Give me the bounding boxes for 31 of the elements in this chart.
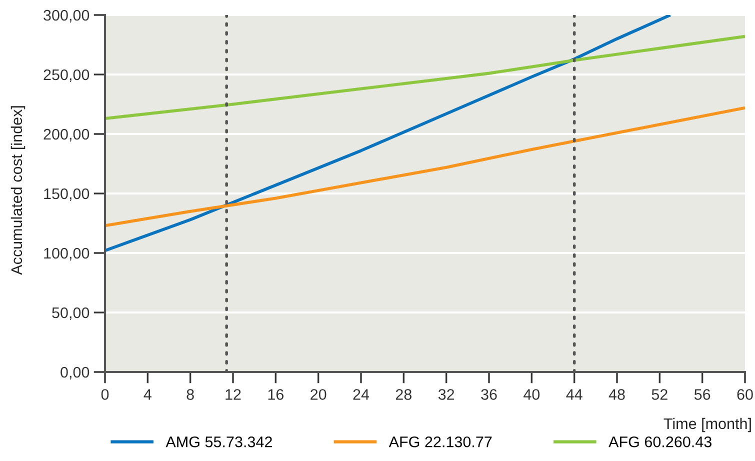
x-tick-label: 56 [694, 389, 710, 400]
x-tick-label: 40 [524, 389, 540, 400]
x-tick-label: 0 [101, 389, 109, 400]
line-series [105, 15, 672, 252]
x-tick-label: 44 [566, 389, 582, 400]
y-axis-title: Accumulated cost [index] [10, 106, 26, 275]
y-tick-label: 150,00 [44, 188, 90, 201]
x-axis-title: Time [month] [664, 418, 751, 432]
x-tick-label: 8 [186, 389, 194, 400]
x-tick-label: 36 [481, 389, 497, 400]
x-tick-label: 12 [226, 389, 241, 400]
y-tick-label: 200,00 [44, 128, 90, 142]
x-tick-label: 60 [737, 389, 753, 400]
legend-label: AMG 55.73.342 [166, 436, 272, 448]
x-tick-label: 24 [353, 389, 370, 400]
line-series [105, 34, 745, 120]
legend-label: AFG 22.130.77 [388, 436, 492, 448]
line-series [105, 106, 745, 228]
y-tick-label: 0,00 [60, 366, 90, 380]
y-tick-label: 300,00 [44, 10, 90, 22]
y-tick-label: 250,00 [44, 69, 90, 82]
x-tick-label: 4 [144, 389, 152, 400]
x-tick-label: 48 [608, 389, 625, 400]
x-tick-label: 32 [438, 389, 454, 400]
x-tick-label: 16 [268, 389, 284, 400]
y-tick-label: 50,00 [52, 307, 90, 320]
legend-label: AFG 60.260.43 [608, 436, 712, 448]
x-tick-label: 20 [310, 389, 326, 400]
x-tick-label: 52 [652, 389, 668, 400]
x-tick-label: 28 [396, 389, 412, 400]
y-tick-label: 100,00 [44, 248, 90, 260]
